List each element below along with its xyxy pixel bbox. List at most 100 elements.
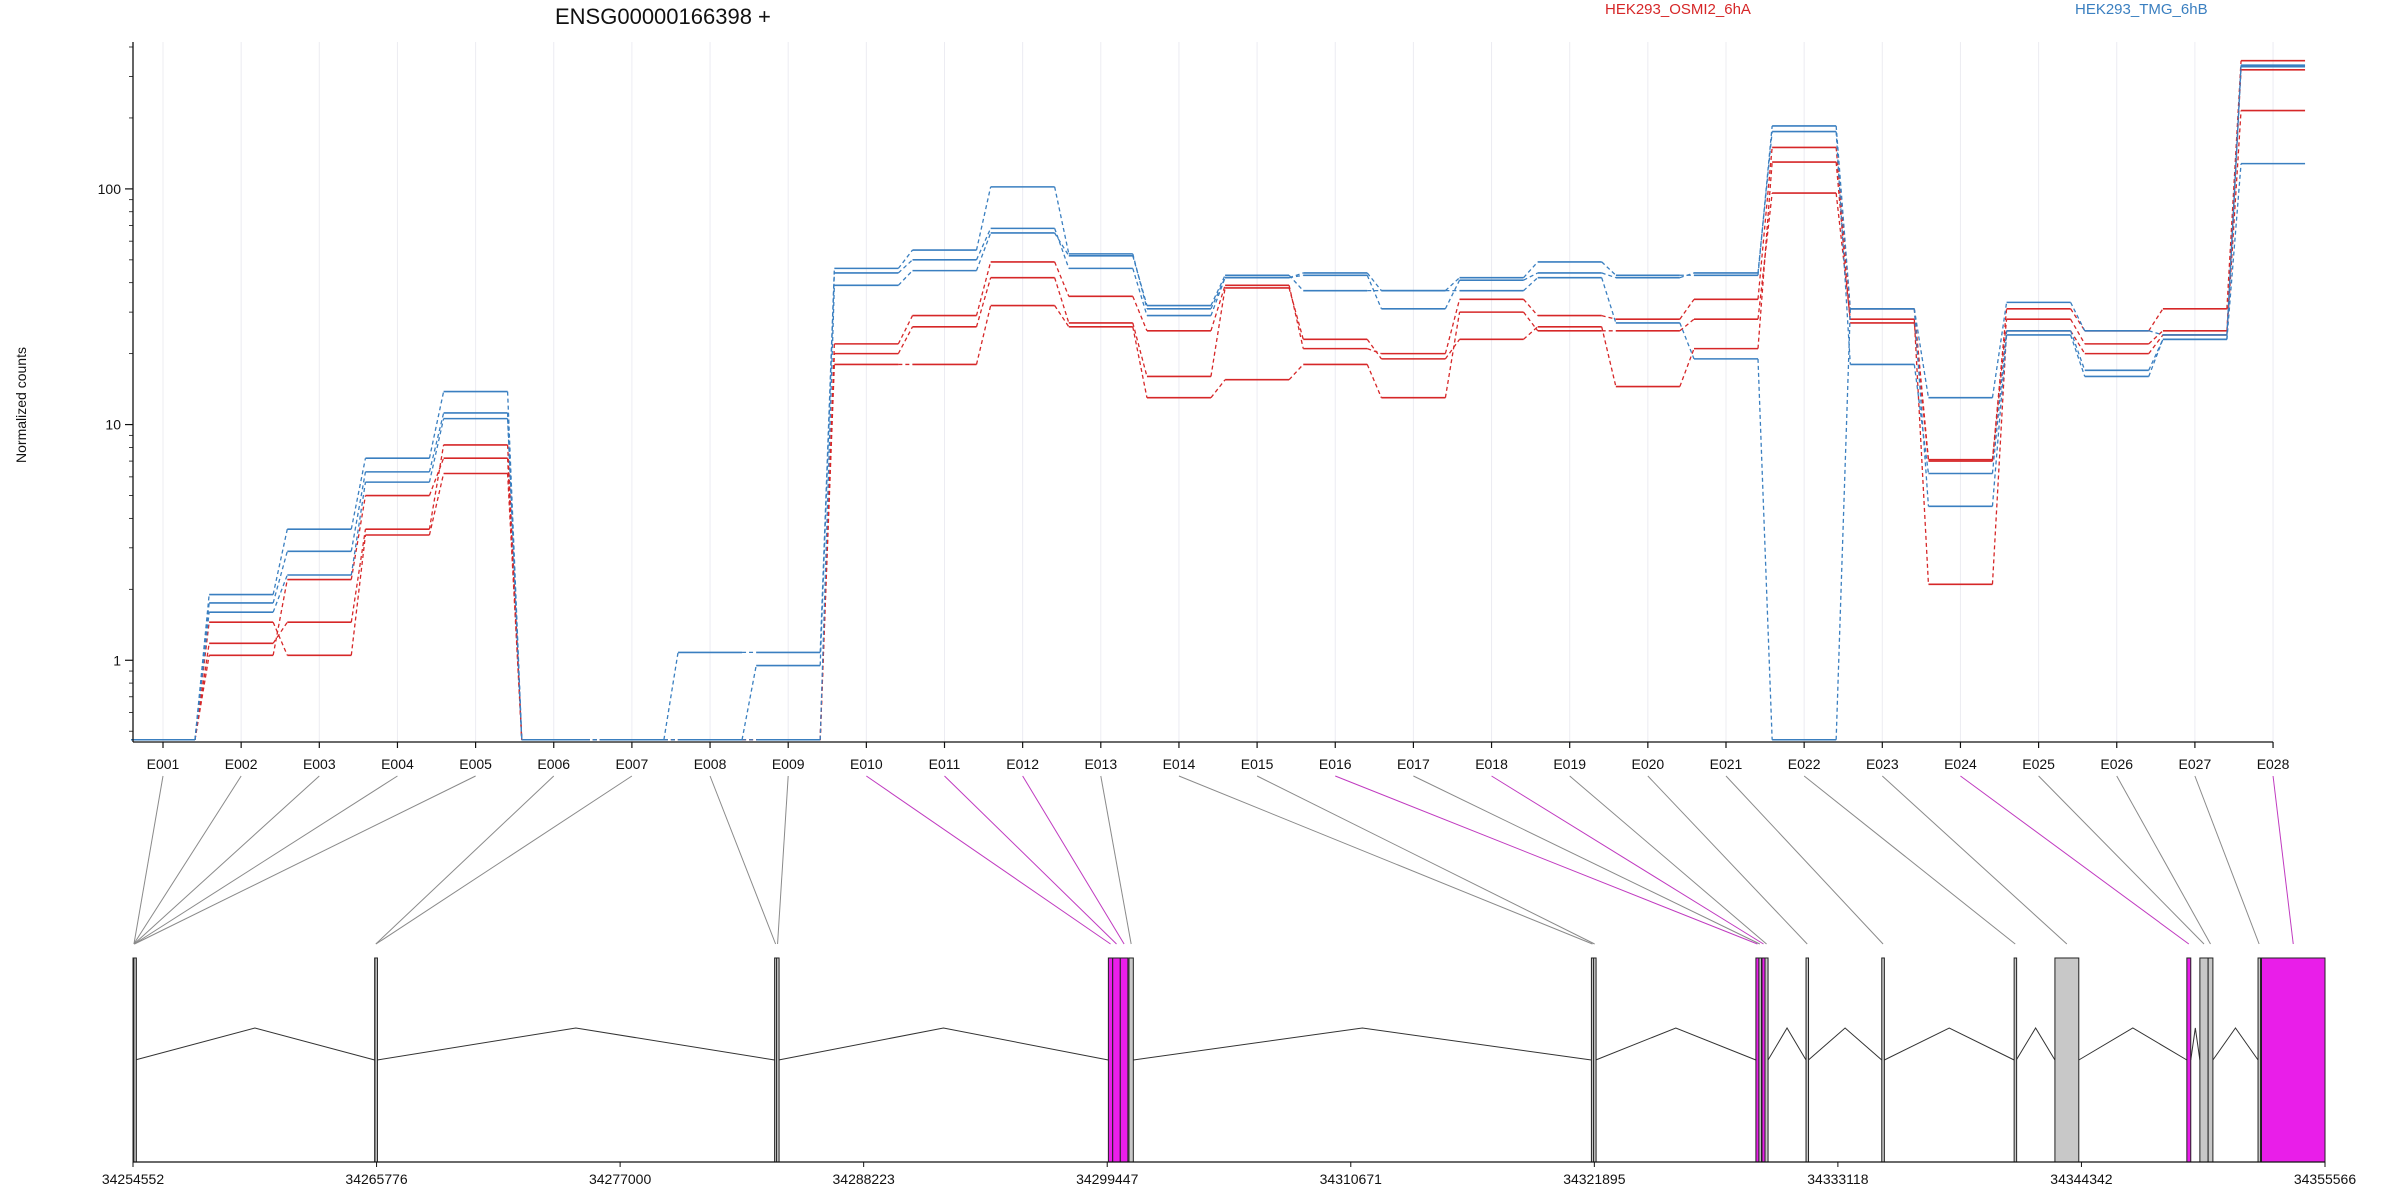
coordinate-tick-label: 34344342: [2050, 1171, 2113, 1187]
series-3: [131, 109, 2306, 741]
x-tick-label: E015: [1241, 756, 1274, 772]
series-transition: [1054, 228, 1070, 269]
intron: [2212, 1027, 2259, 1061]
x-tick-label: E020: [1631, 756, 1664, 772]
series-transition: [1835, 192, 1851, 320]
x-tick-label: E008: [694, 756, 727, 772]
connector-E021: [1725, 775, 1884, 945]
x-tick-label: E025: [2022, 756, 2055, 772]
series-transition: [428, 412, 445, 473]
exon-E005: [133, 957, 137, 1163]
intron: [2078, 1027, 2188, 1061]
connector-E014: [1178, 775, 1593, 945]
exon-E015: [1593, 957, 1597, 1163]
series-transition: [1757, 131, 1773, 273]
x-tick-label: E013: [1084, 756, 1117, 772]
series-transition: [1991, 330, 2008, 585]
series-5: [131, 65, 2306, 741]
series-transition: [506, 418, 523, 740]
series-transition: [1366, 364, 1382, 398]
exon-E023: [2054, 957, 2080, 1163]
legend-tmg: HEK293_TMG_6hB: [2075, 1, 2208, 18]
x-tick-label: E023: [1866, 756, 1899, 772]
series-transition: [1132, 322, 1148, 377]
connector-E003: [133, 775, 320, 945]
series-transition: [1601, 326, 1617, 387]
series-transition: [1601, 272, 1617, 279]
connector-E027: [2194, 775, 2260, 945]
series-1: [131, 59, 2306, 741]
series-transition: [194, 602, 210, 740]
x-tick-label: E007: [616, 756, 649, 772]
coordinate-tick-label: 34321895: [1563, 1171, 1626, 1187]
series-lines: [131, 59, 2306, 741]
series-transition: [428, 391, 445, 459]
series-6: [131, 162, 2306, 741]
connector-E001: [133, 775, 164, 945]
connector-E012: [1022, 775, 1125, 945]
series-transition: [1835, 147, 1851, 309]
series-transition: [1054, 186, 1070, 255]
exon-E027: [2257, 957, 2262, 1163]
series-transition: [1054, 305, 1070, 328]
series-transition: [1288, 274, 1304, 292]
x-tick-label: E006: [537, 756, 570, 772]
connector-E023: [1881, 775, 2068, 945]
x-tick-label: E012: [1006, 756, 1039, 772]
series-transition: [1523, 298, 1539, 317]
series-transition: [272, 621, 288, 644]
series-transition: [975, 232, 992, 271]
series-transition: [975, 305, 992, 365]
x-tick-label: E024: [1944, 756, 1977, 772]
intron: [1595, 1027, 1757, 1061]
series-transition: [1132, 326, 1148, 398]
series-transition: [1444, 299, 1461, 354]
connector-E018: [1491, 775, 1764, 945]
coordinate-axis: 34254552 34265776 34277000 34288223 34299447…: [102, 1161, 2356, 1187]
connector-E013: [1100, 775, 1132, 945]
x-tick-label: E003: [303, 756, 336, 772]
series-transition: [1601, 314, 1617, 320]
connector-E026: [2116, 775, 2211, 945]
connector-E006: [375, 775, 555, 945]
connector-E015: [1256, 775, 1595, 945]
series-transition: [1835, 125, 1851, 309]
series-transition: [1523, 272, 1538, 281]
x-tick-label: E022: [1788, 756, 1821, 772]
y-tick-label: 1: [113, 652, 121, 668]
series-transition: [272, 621, 288, 656]
exon-E007: [374, 957, 378, 1163]
x-tick-label: E027: [2179, 756, 2212, 772]
connector-E022: [1803, 775, 2016, 945]
connector-E025: [2038, 775, 2205, 945]
series-transition: [272, 579, 288, 656]
series-transition: [1835, 131, 1851, 365]
connector-E017: [1413, 775, 1761, 945]
connector-E010: [866, 775, 1111, 945]
coordinate-tick-label: 34310671: [1320, 1171, 1383, 1187]
series-transition: [1288, 287, 1304, 340]
series-transition: [350, 534, 367, 656]
connector-E002: [133, 775, 242, 945]
series-transition: [1054, 261, 1070, 297]
y-axis: 1 10 100: [98, 42, 134, 742]
exon-E025: [2199, 957, 2209, 1163]
coordinate-tick-label: 34333118: [1807, 1171, 1868, 1187]
series-transition: [1601, 261, 1617, 276]
connector-E008: [709, 775, 777, 945]
gene-model: [132, 957, 2326, 1163]
series-transition: [1210, 379, 1226, 399]
exon-E017: [1758, 957, 1762, 1163]
series-transition: [2148, 339, 2164, 371]
series-transition: [2070, 330, 2086, 354]
intron: [134, 1027, 375, 1061]
series-transition: [975, 186, 992, 251]
intron: [778, 1027, 1109, 1061]
series-transition: [2148, 308, 2164, 332]
exon-connectors: [133, 775, 2294, 945]
x-tick-label: E026: [2100, 756, 2133, 772]
series-transition: [1210, 275, 1226, 306]
series-transition: [2148, 330, 2164, 345]
connector-E024: [1960, 775, 2190, 945]
